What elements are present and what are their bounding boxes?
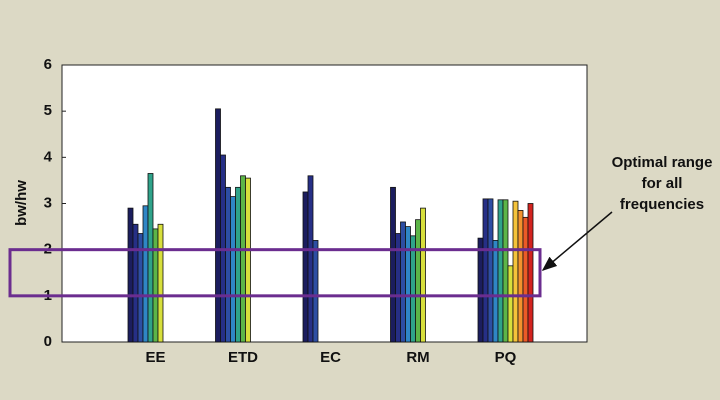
bar <box>215 108 221 343</box>
x-tick-label: EC <box>320 349 341 366</box>
bar <box>390 186 396 343</box>
bar <box>405 226 411 343</box>
annotation: frequencies <box>620 196 704 213</box>
bar <box>512 200 519 343</box>
bar <box>142 205 149 343</box>
bar <box>152 228 159 343</box>
bar <box>420 207 426 343</box>
bar <box>492 240 499 343</box>
bar <box>225 186 231 343</box>
bar <box>235 186 241 343</box>
x-tick-label: PQ <box>495 349 517 366</box>
bar <box>240 175 246 343</box>
bar <box>307 175 314 343</box>
bar <box>157 223 164 343</box>
y-tick-label: 0 <box>44 333 52 350</box>
x-tick-label: RM <box>406 349 429 366</box>
bar <box>507 265 514 343</box>
y-tick-label: 3 <box>44 194 52 211</box>
bar <box>302 191 309 343</box>
bar <box>230 196 236 343</box>
y-axis-label: bw/hw <box>13 180 30 226</box>
y-tick-label: 4 <box>44 148 53 165</box>
bar <box>497 199 504 343</box>
bar <box>245 177 251 343</box>
y-tick-label: 5 <box>44 102 52 119</box>
annotation: for all <box>642 175 683 192</box>
annotation: Optimal range <box>612 154 713 171</box>
bar <box>400 221 406 343</box>
bar <box>517 210 524 343</box>
annotation-arrow <box>541 211 613 271</box>
bar <box>502 199 509 343</box>
y-tick-label: 6 <box>44 56 52 73</box>
bar <box>527 203 534 343</box>
bar <box>132 223 139 343</box>
bar <box>487 198 494 343</box>
bar <box>127 207 134 343</box>
bar <box>147 173 154 343</box>
bar <box>415 219 421 343</box>
bar <box>312 240 319 343</box>
bar <box>410 235 416 343</box>
bar <box>482 198 489 343</box>
x-tick-label: EE <box>145 349 165 366</box>
bar <box>477 237 484 343</box>
optimal-range <box>8 248 542 298</box>
bar <box>522 216 529 343</box>
x-tick-label: ETD <box>228 349 258 366</box>
